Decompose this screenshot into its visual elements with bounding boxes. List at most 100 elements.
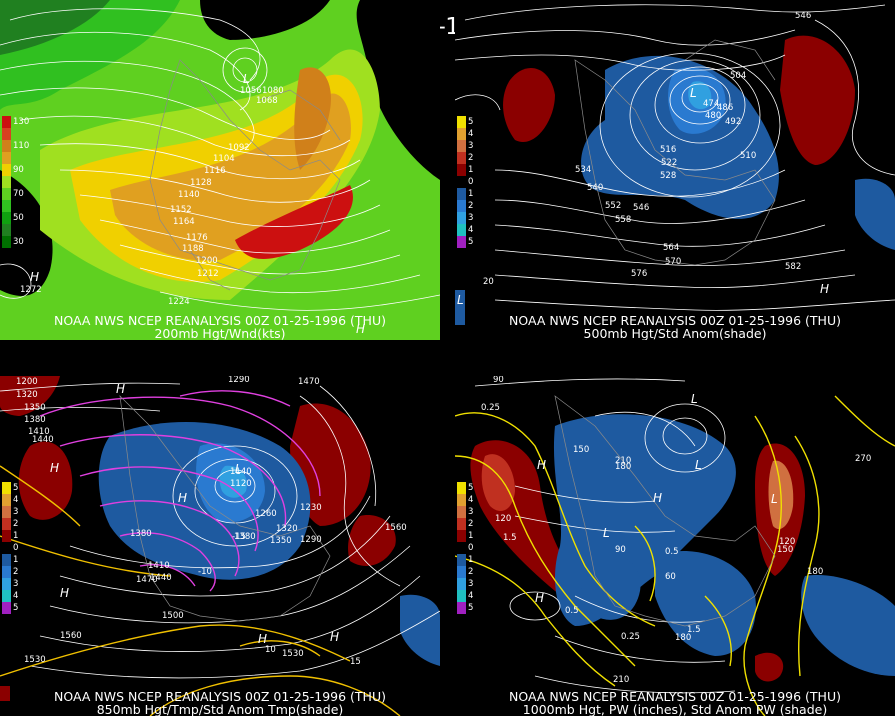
legend-label: 4 [468, 591, 474, 601]
legend-swatch [2, 236, 11, 248]
high-marker: H [60, 586, 70, 600]
contour-label: 1068 [256, 96, 278, 106]
contour-label: 1272 [20, 285, 42, 295]
legend-label: 5 [468, 603, 474, 613]
caption-field: 200mb Hgt/Wnd(kts) [154, 326, 286, 341]
legend-label: 2 [468, 201, 474, 211]
contour-label: 1200 [196, 256, 218, 266]
low-marker: L [771, 492, 778, 506]
legend-label: 5 [468, 483, 474, 493]
caption-field: 1000mb Hgt, PW (inches), Std Anom PW (sh… [522, 702, 828, 716]
caption-source: NOAA NWS NCEP REANALYSIS 00Z 01-25-1996 … [508, 689, 841, 704]
contour-label: 582 [785, 262, 801, 272]
high-marker: H [653, 491, 663, 505]
contour-label: 1350 [24, 403, 46, 413]
legend-label: 3 [468, 507, 474, 517]
high-marker: H [356, 322, 366, 336]
legend-1000mb: 5 4 3 2 1 0 1 2 3 4 5 [457, 482, 473, 614]
legend-label: 0 [468, 177, 474, 187]
contour-label: 1380 [130, 529, 152, 539]
legend-label: 130 [13, 117, 30, 127]
high-marker: H [116, 382, 126, 396]
legend-label: 0 [13, 543, 19, 553]
contour-label: 1200 [16, 377, 38, 387]
contour-label: 570 [665, 257, 681, 267]
contour-label: 480 [705, 111, 721, 121]
contour-label: 1056 [240, 86, 262, 96]
contour-label: 180 [615, 462, 631, 472]
legend-label: 1 [468, 165, 474, 175]
contour-label: -10 [198, 567, 212, 577]
legend-label: 0 [468, 543, 474, 553]
contour-label: 1.5 [687, 625, 701, 635]
contour-label: 1320 [16, 390, 38, 400]
legend-swatch [457, 578, 466, 590]
legend-swatch [457, 482, 466, 494]
contour-label: 210 [613, 675, 629, 685]
contour-label: 474 [703, 99, 719, 109]
legend-swatch [2, 554, 11, 566]
contour-label: 1350 [270, 536, 292, 546]
legend-label: 90 [13, 165, 24, 175]
contour-label: 90 [615, 545, 626, 555]
contour-labels-1000mb: 9015021018012090600.251.50.50.251.521018… [481, 376, 871, 685]
legend-label: 5 [13, 483, 19, 493]
contour-label: 558 [615, 215, 631, 225]
contour-label: 0.5 [665, 547, 679, 557]
contour-label: 1212 [197, 269, 219, 279]
low-marker: L [603, 526, 610, 540]
legend-swatch [2, 188, 11, 200]
legend-swatch [2, 212, 11, 224]
legend-swatch [2, 590, 11, 602]
contour-label: 1380 [24, 415, 46, 425]
contour-label: 1188 [182, 244, 204, 254]
contour-label: 0.25 [481, 403, 500, 413]
contour-label: 120 [495, 514, 511, 524]
legend-swatch [457, 494, 466, 506]
contour-label: 546 [633, 203, 649, 213]
legend-label: 2 [13, 519, 19, 529]
contour-label: 510 [740, 151, 756, 161]
contour-label: 1092 [228, 143, 250, 153]
legend-label: 1 [13, 555, 19, 565]
legend-swatch [457, 518, 466, 530]
legend-swatch [457, 236, 466, 248]
contour-label: 10 [265, 645, 276, 655]
contour-label: 1470 [298, 377, 320, 387]
legend-swatch [457, 566, 466, 578]
legend-label: 4 [468, 495, 474, 505]
legend-label: 2 [468, 567, 474, 577]
legend-500mb: 5 4 3 2 1 0 1 2 3 4 5 [457, 116, 473, 248]
legend-swatch [2, 602, 11, 614]
contour-label: 150 [573, 445, 589, 455]
legend-swatch [2, 530, 11, 542]
legend-swatch [457, 224, 466, 236]
legend-label: 3 [468, 579, 474, 589]
contour-label: 1176 [186, 233, 208, 243]
contour-label: 516 [660, 145, 676, 155]
contour-label: 270 [855, 454, 871, 464]
contour-label: 1380 [234, 532, 256, 542]
legend-swatch [457, 164, 466, 176]
legend-label: 4 [13, 495, 19, 505]
legend-swatch [2, 164, 11, 176]
contour-label: 1470 [136, 575, 158, 585]
legend-swatch [457, 554, 466, 566]
contour-label: 1140 [178, 190, 200, 200]
contour-label: 1500 [162, 611, 184, 621]
caption-field: 850mb Hgt/Tmp/Std Anom Tmp(shade) [96, 702, 344, 716]
contour-label: 1290 [228, 376, 250, 385]
map-500mb [455, 0, 895, 340]
legend-label: 5 [468, 117, 474, 127]
contour-labels-850mb: 1290 147012001320135013801410144011401120… [16, 376, 407, 667]
contour-label: 210 [615, 456, 631, 466]
contour-label: 20 [483, 277, 494, 287]
legend-swatch [2, 200, 11, 212]
high-marker: H [537, 458, 547, 472]
legend-label: 4 [468, 129, 474, 139]
legend-swatch [2, 176, 11, 188]
contour-label: 15 [350, 657, 361, 667]
legend-label: 1 [13, 531, 19, 541]
